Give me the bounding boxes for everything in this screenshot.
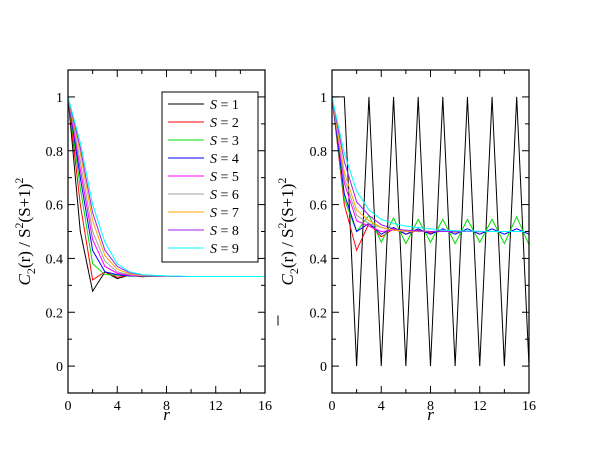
chart1-ytick-label: 0.6: [46, 199, 64, 214]
legend-label-s5: S = 5: [210, 170, 239, 185]
legend-label-value-s6: = 6: [217, 188, 239, 203]
chart2-ytick-label: 0.4: [310, 252, 328, 267]
chart2-xtick-label: 8: [427, 399, 434, 414]
chart2-y-label-arg: (r) / S: [278, 228, 297, 268]
legend-label-s3: S = 3: [210, 134, 239, 149]
legend-label-var-s1: S: [210, 98, 217, 113]
legend-label-var-s5: S: [210, 170, 217, 185]
chart2-series-line-s8: [332, 96, 529, 232]
chart1-ytick-label: 0.4: [46, 252, 64, 267]
chart1-series-group: [68, 96, 265, 293]
legend-label-value-s7: = 7: [217, 206, 239, 221]
legend-label-value-s8: = 8: [217, 224, 239, 239]
chart1-xtick-label: 12: [209, 399, 223, 414]
chart1-y-label-sup2: 2: [12, 178, 26, 184]
chart2-xtick-label: 16: [522, 399, 536, 414]
legend-label-s6: S = 6: [210, 188, 239, 203]
legend-label-var-s3: S: [210, 134, 217, 149]
chart2-y-label-sub: 2: [287, 268, 301, 274]
legend-label-s7: S = 7: [210, 206, 239, 221]
chart2-y-axis-label: C2(r) / S2(S+1)2: [275, 178, 301, 286]
chart1-xtick-label: 0: [65, 399, 72, 414]
legend-label-value-s5: = 5: [217, 170, 239, 185]
chart1-xtick-label: 16: [258, 399, 272, 414]
chart1-ytick-label: 0.2: [46, 306, 64, 321]
chart2-y-label-sup1: 2: [275, 222, 289, 228]
chart1-ytick-label: 0: [56, 360, 63, 375]
chart2-series-line-s4: [332, 96, 529, 235]
chart2-series-line-s9: [332, 96, 529, 232]
legend-label-s8: S = 8: [210, 224, 239, 239]
legend-label-s9: S = 9: [210, 242, 239, 257]
legend-label-value-s9: = 9: [217, 242, 239, 257]
legend-label-value-s1: = 1: [217, 98, 239, 113]
chart1-xtick-label: 8: [163, 399, 170, 414]
chart1-x-axis-label: r: [163, 405, 170, 424]
chart2-xtick-label: 12: [473, 399, 487, 414]
legend-label-value-s3: = 3: [217, 134, 239, 149]
chart1-ytick-label: 1: [56, 91, 63, 106]
chart2-series-line-s1: [332, 96, 529, 367]
legend-label-value-s4: = 4: [217, 152, 239, 167]
chart2-x-axis-label: r: [427, 405, 434, 424]
legend-label-var-s4: S: [210, 152, 217, 167]
chart2-series-line-s5: [332, 96, 529, 233]
chart2-xtick-label: 0: [329, 399, 336, 414]
legend-label-var-s9: S: [210, 242, 217, 257]
legend-label-var-s2: S: [210, 116, 217, 131]
chart2-y-label-c: C: [278, 273, 297, 285]
chart2-ytick-label: 1: [320, 91, 327, 106]
legend-label-var-s8: S: [210, 224, 217, 239]
chart1-ytick-label: 0.8: [46, 145, 64, 160]
chart2-y-label-mid: (S+1): [278, 184, 297, 223]
chart2-ytick-label: 0.8: [310, 145, 328, 160]
chart1-series-line-s9: [68, 96, 265, 277]
chart2-series-line-s2: [332, 96, 529, 252]
legend-label-value-s2: = 2: [217, 116, 239, 131]
legend-label-s1: S = 1: [210, 98, 239, 113]
legend-label-var-s7: S: [210, 206, 217, 221]
legend-label-s4: S = 4: [210, 152, 239, 167]
chart1-y-label-c: C: [15, 273, 34, 285]
chart1-y-label-arg: (r) / S: [15, 228, 34, 268]
chart2-series-line-s7: [332, 96, 529, 232]
chart2-ytick-label: 0.2: [310, 306, 328, 321]
chart1-y-label-sub: 2: [24, 268, 38, 274]
chart1-y-axis-label: C2(r) / S2(S+1)2: [12, 178, 38, 286]
chart2-series-group: [332, 96, 529, 367]
legend-label-s2: S = 2: [210, 116, 239, 131]
chart2-ytick-label: 0.6: [310, 199, 328, 214]
chart2-xtick-label: 4: [378, 399, 385, 414]
chart2-ytick-label: 0: [320, 360, 327, 375]
legend-box: [161, 91, 259, 263]
legend-label-var-s6: S: [210, 188, 217, 203]
chart1-y-label-mid: (S+1): [15, 184, 34, 223]
chart1-xtick-label: 4: [114, 399, 121, 414]
chart1-y-label-sup1: 2: [12, 222, 26, 228]
chart2-series-line-s6: [332, 96, 529, 233]
chart2-y-label-sup2: 2: [275, 178, 289, 184]
